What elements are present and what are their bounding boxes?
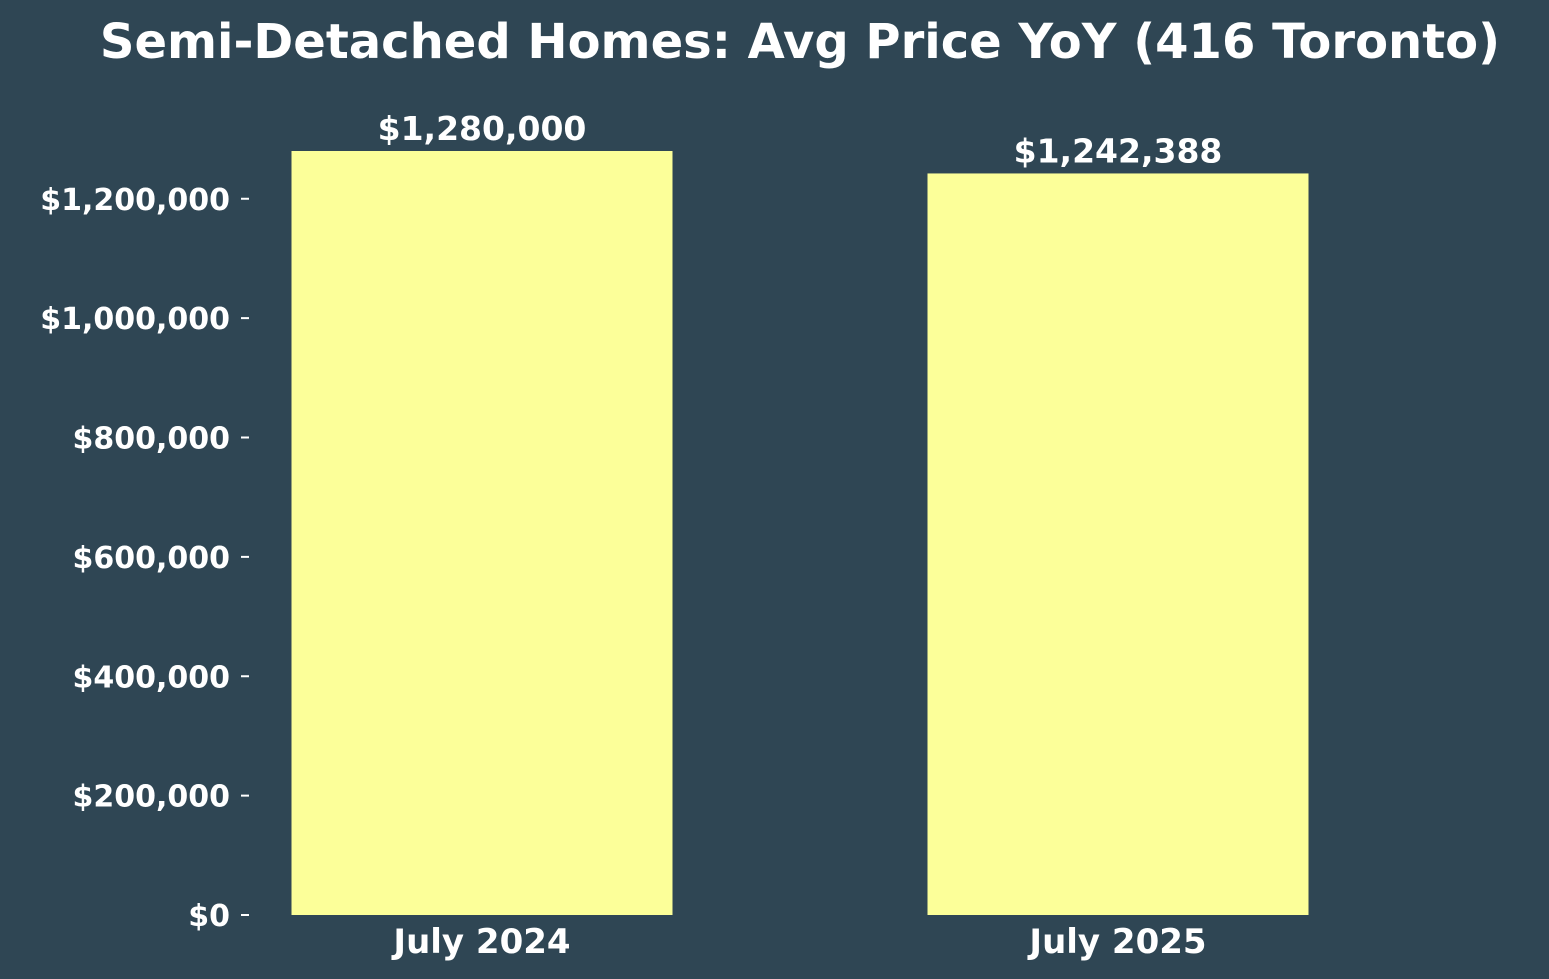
- y-tick-label: $200,000: [72, 780, 230, 815]
- y-tick-label: $400,000: [72, 660, 230, 695]
- y-axis: $0 $200,000 $400,000 $600,000 $800,000 $1,000…: [40, 183, 249, 934]
- y-tick-label: $1,200,000: [40, 183, 230, 218]
- y-tick-label: $600,000: [72, 541, 230, 576]
- bar: [291, 151, 673, 915]
- x-category-label: July 2024: [391, 922, 570, 962]
- x-axis: July 2024 July 2025: [391, 922, 1206, 962]
- chart-title: Semi-Detached Homes: Avg Price YoY (416 …: [100, 14, 1500, 70]
- y-tick-label: $1,000,000: [40, 302, 230, 337]
- y-tick-label: $0: [188, 899, 230, 934]
- bar: [927, 173, 1309, 916]
- bars-group: $1,280,000 $1,242,388: [291, 109, 1309, 916]
- y-tick-label: $800,000: [72, 422, 230, 457]
- x-category-label: July 2025: [1027, 922, 1206, 962]
- bar-value-label: $1,242,388: [1014, 131, 1223, 170]
- bar-value-label: $1,280,000: [378, 109, 587, 148]
